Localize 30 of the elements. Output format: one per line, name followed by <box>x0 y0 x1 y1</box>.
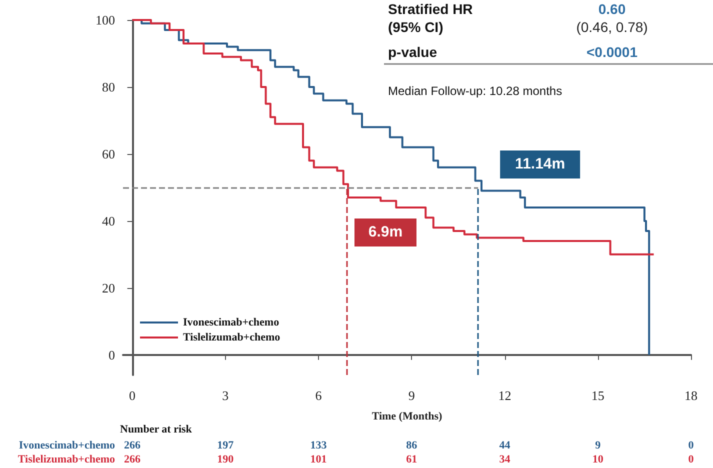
x-tick-label: 18 <box>684 388 698 403</box>
annotation: <0.0001 <box>586 44 638 60</box>
ref-line-label: 6.9m <box>368 223 403 240</box>
ref-line-label: 11.14m <box>515 155 566 172</box>
annotation: Median Follow-up: 10.28 months <box>388 84 562 98</box>
x-tick-label: 9 <box>408 388 415 403</box>
annotation: (95% CI) <box>388 19 444 35</box>
y-tick-label: 60 <box>102 146 115 162</box>
x-tick-label: 15 <box>591 388 604 403</box>
text: Stratified HR <box>388 1 473 17</box>
x-tick-label: 12 <box>498 388 512 403</box>
text: Ivonescimab+chemo <box>18 440 115 452</box>
annotation: p-value <box>388 44 438 60</box>
text: 266 197 133 86 44 9 0 <box>124 440 694 452</box>
legend-label: Ivonescimab+chemo <box>183 316 280 328</box>
y-tick-label: 20 <box>102 280 115 296</box>
x-tick-label: 3 <box>222 388 229 403</box>
text: Number at risk <box>120 424 193 436</box>
y-tick-label: 100 <box>96 12 115 28</box>
legend-label: Tislelizumab+chemo <box>183 332 281 344</box>
y-tick-label: 80 <box>102 79 115 94</box>
x-tick-label: 0 <box>129 388 136 403</box>
y-tick-label: 40 <box>102 213 115 228</box>
annotation: (0.46, 0.78) <box>576 19 648 35</box>
x-tick-label: 6 <box>315 388 322 403</box>
text: 266 190 101 61 34 10 0 <box>124 454 694 466</box>
text: 0.60 <box>598 1 626 17</box>
text: Tislelizumab+chemo <box>18 454 115 466</box>
y-tick-label: 0 <box>108 347 115 362</box>
x-axis-title: Time (Months) <box>372 410 443 422</box>
